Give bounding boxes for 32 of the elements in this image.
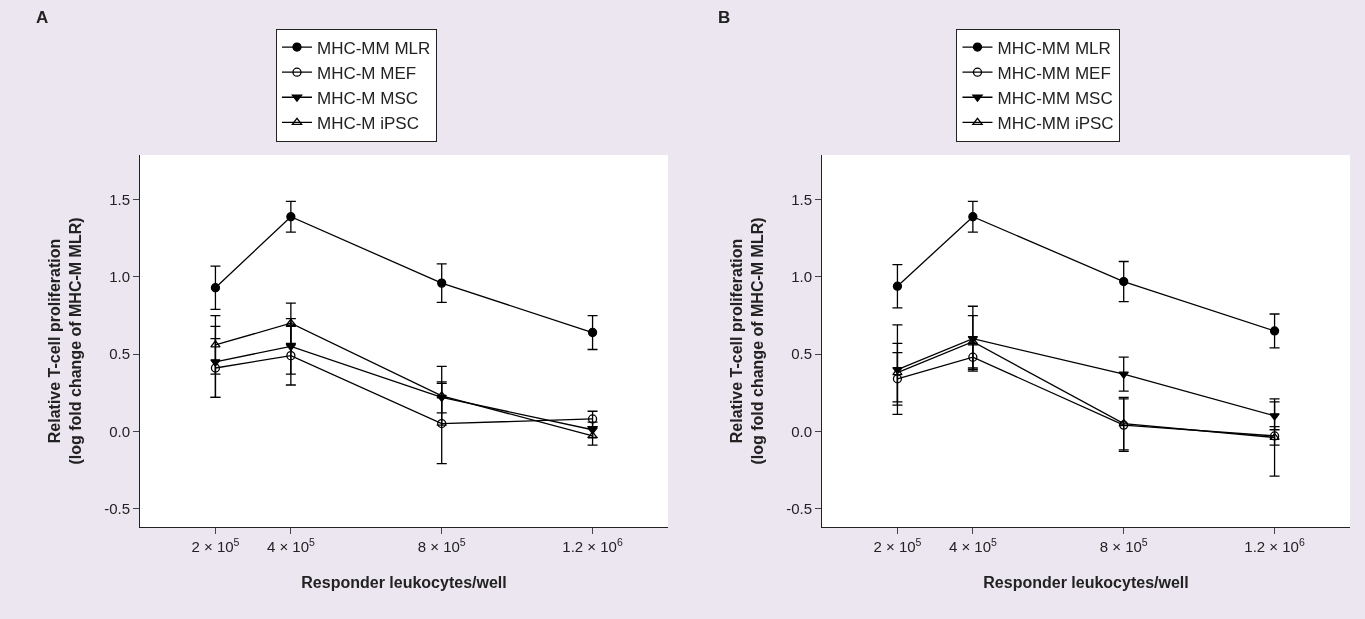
y-tick-label: 0.0 (109, 422, 130, 440)
chart-title: B (718, 8, 731, 27)
y-tick-label: 1.0 (109, 268, 130, 286)
x-axis-title: Responder leukocytes/well (983, 573, 1189, 591)
x-tick-label: 8 × 10$^{5}$ (417, 535, 466, 555)
y-tick-label: 1.5 (791, 191, 812, 209)
x-tick-label: 4 × 10$^{5}$ (948, 535, 997, 555)
legend-label: MHC-MM MLR (316, 38, 431, 58)
legend-label: MHC-M MSC (316, 88, 419, 108)
x-tick-label: 2 × 10$^{5}$ (873, 535, 922, 555)
chart-title: A (36, 8, 49, 27)
y-tick-label: -0.5 (786, 499, 812, 517)
legend-label: MHC-MM MEF (997, 63, 1111, 83)
y-tick-label: 0.5 (109, 345, 130, 363)
y-tick-label: 0.0 (791, 422, 812, 440)
x-axis-title: Responder leukocytes/well (301, 573, 507, 591)
legend-label: MHC-M MEF (316, 63, 417, 83)
y-tick-label: 1.5 (109, 191, 130, 209)
y-tick-label: 0.5 (791, 345, 812, 363)
legend-label: MHC-M iPSC (316, 114, 419, 133)
legend-label: MHC-MM MLR (997, 38, 1111, 58)
legend-label: MHC-MM MSC (997, 88, 1113, 108)
y-tick-label: 1.0 (791, 268, 812, 286)
x-tick-label: 8 × 10$^{5}$ (1099, 535, 1148, 555)
y-axis-title: Relative T-cell proliferation (log fold change of MHC-M MLR) (728, 217, 767, 465)
x-tick-label: 1.2 × 10$^{6}$ (1244, 535, 1305, 555)
x-tick-label: 4 × 10$^{5}$ (266, 535, 315, 555)
x-tick-label: 1.2 × 10$^{6}$ (562, 535, 623, 555)
x-tick-label: 2 × 10$^{5}$ (191, 535, 240, 555)
y-axis-title: Relative T-cell proliferation (log fold change of MHC-M MLR) (46, 217, 85, 465)
y-tick-label: -0.5 (104, 499, 130, 517)
legend-label: MHC-MM iPSC (997, 114, 1114, 133)
